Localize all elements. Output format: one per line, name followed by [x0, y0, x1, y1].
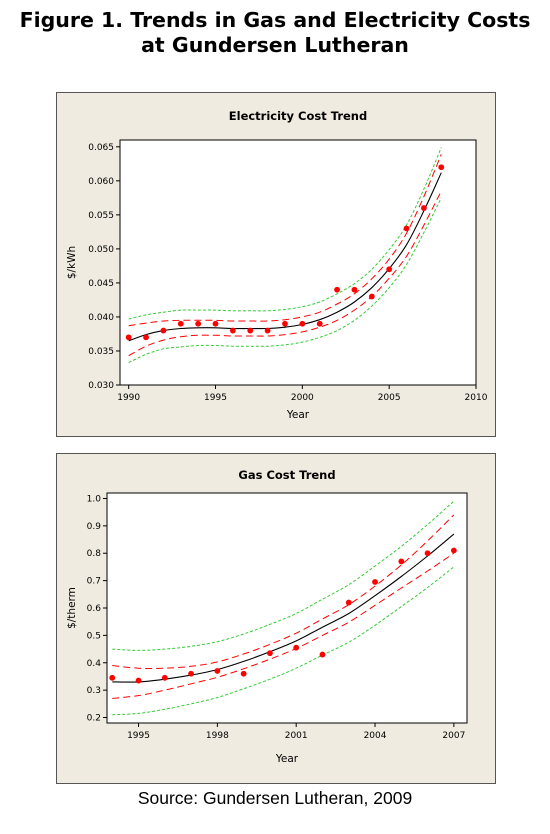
gas-y-tick-label: 0.6 [87, 604, 102, 614]
electricity-data-point [125, 334, 132, 341]
gas-prediction-interval-lower [112, 566, 455, 716]
electricity-chart-title: Electricity Cost Trend [229, 109, 367, 123]
electricity-data-point [316, 320, 323, 327]
gas-y-tick-label: 1.0 [87, 494, 102, 504]
gas-confidence-interval-lower [112, 552, 455, 699]
gas-y-tick-label: 0.3 [87, 686, 101, 696]
gas-data-point [372, 579, 378, 585]
electricity-y-tick-label: 0.060 [88, 177, 114, 187]
electricity-data-point [386, 266, 393, 273]
electricity-y-tick-label: 0.045 [88, 279, 114, 289]
electricity-chart: Electricity Cost Trend 1990 1995 2000 2005 20… [66, 109, 488, 421]
electricity-data-point [351, 286, 358, 293]
gas-y-tick-label: 0.8 [87, 549, 102, 559]
electricity-x-tick-label: 2010 [465, 393, 488, 403]
electricity-y-axis-label: $/kWh [66, 246, 78, 279]
electricity-y-tick-label: 0.050 [88, 245, 114, 255]
electricity-data-point [299, 320, 306, 327]
source-caption: Source: Gundersen Lutheran, 2009 [137, 788, 413, 808]
electricity-data-point [160, 327, 167, 334]
electricity-confidence-interval-upper [128, 154, 442, 327]
electricity-data-point [177, 320, 184, 327]
electricity-x-tick-label: 1995 [204, 393, 227, 403]
gas-y-tick-label: 0.5 [87, 631, 101, 641]
electricity-x-axis-label: Year [286, 409, 310, 421]
gas-data-point [450, 547, 457, 554]
electricity-data-point [264, 327, 271, 334]
gas-data-point [135, 677, 142, 684]
electricity-data-point [247, 327, 254, 334]
figure-title-line1: Figure 1. Trends in Gas and Electricity … [19, 8, 531, 32]
gas-x-tick-label: 2001 [285, 731, 308, 741]
electricity-prediction-interval-lower [128, 197, 442, 363]
electricity-x-tick-label: 2005 [378, 393, 401, 403]
electricity-data-point [229, 327, 236, 334]
gas-data-point [240, 670, 247, 677]
electricity-x-tick-label: 1990 [117, 393, 140, 403]
gas-y-tick-label: 0.7 [87, 577, 101, 587]
gas-plot-area [106, 492, 468, 724]
figure-title-line2: at Gundersen Lutheran [141, 33, 409, 57]
electricity-y-tick-label: 0.035 [88, 347, 114, 357]
gas-chart-panel: Gas Cost Trend 1995 1998 2001 2004 2007 0.2 0.3… [56, 453, 496, 784]
gas-x-axis-label: Year [275, 753, 299, 765]
gas-confidence-interval-upper [112, 514, 455, 670]
figure-title: Figure 1. Trends in Gas and Electricity … [0, 8, 550, 58]
electricity-y-tick-label: 0.030 [88, 381, 114, 391]
gas-y-tick-label: 0.9 [87, 522, 102, 532]
gas-data-point [188, 670, 194, 677]
gas-data-point [267, 650, 273, 657]
electricity-y-tick-label: 0.065 [88, 143, 114, 153]
gas-chart: Gas Cost Trend 1995 1998 2001 2004 2007 0.2 0.3… [66, 468, 468, 765]
gas-x-tick-label: 2004 [364, 731, 387, 741]
electricity-prediction-interval-upper [128, 147, 442, 320]
electricity-x-tick-label: 2000 [291, 393, 314, 403]
electricity-data-point [403, 225, 410, 232]
electricity-y-tick-label: 0.040 [88, 313, 114, 323]
electricity-chart-panel: Electricity Cost Trend 1990 1995 2000 2005 20… [56, 92, 496, 437]
electricity-data-point [212, 320, 219, 327]
electricity-data-point [368, 293, 375, 300]
gas-x-tick-label: 1998 [206, 731, 229, 741]
electricity-data-point [143, 334, 149, 341]
gas-chart-title: Gas Cost Trend [238, 468, 335, 482]
gas-x-tick-label: 2007 [442, 731, 465, 741]
gas-prediction-interval-upper [112, 500, 455, 651]
electricity-plot-area [119, 139, 477, 386]
electricity-confidence-interval-lower [128, 190, 442, 357]
gas-y-tick-label: 0.4 [87, 659, 102, 669]
electricity-data-point [438, 164, 445, 171]
electricity-data-point [421, 205, 427, 211]
electricity-data-point [195, 320, 202, 327]
gas-y-tick-label: 0.2 [87, 714, 101, 724]
electricity-data-point [334, 286, 340, 293]
gas-data-point [424, 550, 431, 557]
gas-data-point [398, 558, 405, 565]
gas-data-point [319, 651, 326, 658]
electricity-y-tick-label: 0.055 [88, 211, 114, 221]
gas-data-point [109, 674, 116, 681]
gas-data-point [293, 644, 300, 651]
gas-data-point [161, 674, 168, 681]
gas-x-tick-label: 1995 [127, 731, 150, 741]
gas-y-axis-label: $/therm [66, 587, 78, 629]
gas-data-point [345, 599, 352, 606]
electricity-data-point [282, 320, 288, 327]
gas-data-point [214, 668, 221, 674]
